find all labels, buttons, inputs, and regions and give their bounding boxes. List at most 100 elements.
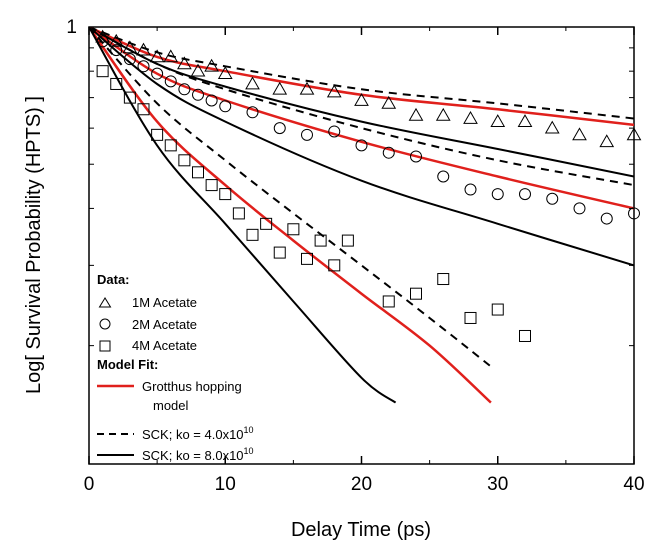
fit-line-black-solid [89,27,397,404]
triangle-marker [490,114,506,128]
legend-model-header: Model Fit: [97,357,158,372]
x-axis-title: Delay Time (ps) [291,519,431,541]
legend-triangle-marker [98,297,112,308]
square-marker [151,128,164,141]
triangle-marker [354,92,369,106]
circle-marker [219,100,232,113]
circle-marker [437,170,450,183]
triangle-marker [381,95,397,109]
circle-marker [151,67,164,80]
fit-line-black-dashed [89,27,634,187]
circle-marker [410,150,422,163]
circle-marker [355,139,368,152]
fit-line-black-solid [89,27,634,267]
data-markers [95,29,642,342]
triangle-marker [108,33,124,47]
triangle-marker [149,49,165,63]
circle-marker [519,188,531,201]
legend-dashed-text: SCK; ko = 4.0x10 [142,427,244,442]
square-marker [137,103,150,116]
circle-marker [464,183,477,196]
x-tick-label: 20 [351,474,372,495]
x-tick-label: 30 [487,474,508,495]
legend-circle-marker [99,318,111,330]
triangle-marker [517,114,533,128]
triangle-marker [272,81,288,95]
y-axis-title: Log[ Survival Probability (HPTS) ] [23,96,45,394]
triangle-marker [163,49,179,63]
triangle-marker [204,58,219,72]
square-marker [178,154,191,167]
legend-data-header: Data: [97,272,130,287]
fit-line-red-solid [89,27,634,127]
axes: 0 10 20 30 40 1 [66,17,644,495]
triangle-marker [408,107,424,121]
triangle-marker [136,42,151,56]
legend-red-label-2: model [153,398,189,413]
triangle-marker [626,127,642,141]
circle-marker [164,75,177,88]
legend-square-marker [99,340,111,352]
triangle-marker [599,134,615,148]
legend-series-1: 1M Acetate [132,295,197,310]
triangle-marker [122,40,138,54]
circle-marker [96,35,109,48]
square-marker [328,259,341,272]
square-marker [410,287,422,300]
square-marker [219,188,232,201]
square-marker [382,295,395,308]
square-marker [96,65,109,78]
square-marker [437,273,450,286]
square-marker [205,179,218,192]
legend-dashed-label: SCK; ko = 4.0x1010 [142,425,254,442]
x-tick-label: 10 [215,474,236,495]
triangle-marker [435,107,451,121]
square-marker [123,91,136,104]
circle-marker [137,60,150,73]
triangle-marker [245,76,260,90]
circle-marker [328,125,341,138]
circle-marker [178,83,191,96]
square-marker [301,252,313,265]
circle-marker [600,212,613,225]
legend: Data: 1M Acetate 2M Acetate 4M Acetate M… [97,272,254,463]
legend-series-2: 2M Acetate [132,317,197,332]
triangle-marker [177,56,192,70]
square-marker [273,246,286,259]
square-marker [519,329,531,342]
triangle-marker [190,63,206,77]
fit-line-red-solid [89,27,634,210]
fit-lines [89,27,634,404]
fit-line-black-dashed [89,27,492,368]
circle-marker [273,122,286,135]
circle-marker [546,192,559,205]
square-marker [192,166,204,179]
legend-red-label-1: Grotthus hopping [142,379,242,394]
square-marker [464,311,477,324]
triangle-marker [326,84,342,98]
circle-marker [491,188,504,201]
circle-marker [205,94,218,107]
fit-line-red-solid [89,27,492,404]
y-tick-label: 1 [66,17,77,38]
x-tick-label: 40 [623,474,644,495]
triangle-marker [217,66,233,80]
triangle-marker [572,127,587,141]
square-marker [232,207,245,220]
circle-marker [382,146,395,159]
legend-solid-exponent: 10 [244,446,254,456]
circle-marker [301,128,313,141]
circle-marker [246,106,259,119]
circle-marker [110,44,123,57]
square-marker [341,234,354,247]
circle-marker [123,53,136,66]
square-marker [491,303,504,316]
triangle-marker [299,81,315,95]
square-marker [246,228,259,241]
legend-dashed-exponent: 10 [244,425,254,435]
legend-solid-label: SCK; ko = 8.0x1010 [142,446,254,463]
legend-solid-text: SCK; ko = 8.0x10 [142,448,244,463]
legend-series-3: 4M Acetate [132,338,197,353]
circle-marker [192,88,204,101]
